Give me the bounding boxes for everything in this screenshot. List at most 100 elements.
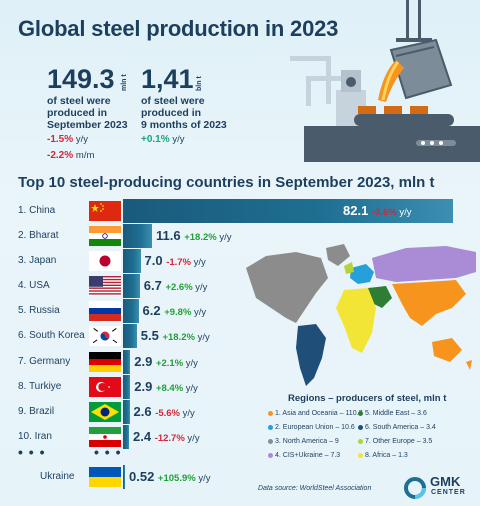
legend-dot-icon	[268, 452, 273, 458]
region-africa	[336, 288, 376, 353]
bar-value-label: 2.6 -5.6% y/y	[133, 404, 195, 419]
stat-ytd-desc: of steel were produced in 9 months of 20…	[141, 95, 227, 131]
stat-ytd: 1,41 bln t of steel were produced in 9 m…	[141, 66, 227, 146]
stat-ytd-unit: bln t	[196, 76, 203, 91]
legend-item: 5. Middle East – 3.6	[358, 410, 427, 417]
country-label: 7. Germany	[18, 356, 71, 367]
stat-monthly-yoy: -1.5% y/y	[47, 134, 89, 145]
bar-row: Ukraine 0.52 +105.9% y/y	[0, 465, 480, 489]
bar-row: 9. Brazil 2.6 -5.6% y/y	[0, 400, 480, 424]
page-title: Global steel production in 2023	[18, 16, 339, 41]
bar	[123, 199, 453, 223]
country-label: 2. Bharat	[18, 230, 59, 241]
flag-turkey-icon	[89, 377, 121, 397]
stat-monthly-desc: of steel were produced in September 2023	[47, 95, 128, 131]
legend-item: 6. South America – 3.4	[358, 424, 436, 431]
bar-row: 3. Japan 7.0 -1.7% y/y	[0, 249, 480, 273]
flag-brazil-icon	[89, 402, 121, 422]
bar-row: 10. Iran 2.4 -12.7% y/y	[0, 425, 480, 449]
legend-item: 3. North America – 9	[268, 438, 339, 445]
bar-value-label: 11.6 +18.2% y/y	[156, 228, 232, 243]
region-north-america	[246, 252, 328, 323]
data-source: Data source: WorldSteel Association	[258, 485, 372, 492]
bar	[123, 425, 129, 449]
stat-monthly: 149.3 mln t of steel were produced in Se…	[47, 66, 128, 162]
country-label: Ukraine	[40, 471, 75, 482]
legend-dot-icon	[358, 410, 363, 416]
flag-china-icon	[89, 201, 121, 221]
stat-ytd-yoy: +0.1% y/y	[141, 134, 185, 145]
legend-dot-icon	[358, 452, 363, 458]
world-map	[246, 244, 476, 386]
region-cis	[372, 246, 476, 282]
bar-value-label: 2.9 +8.4% y/y	[134, 379, 198, 394]
stat-monthly-value: 149.3	[47, 64, 115, 94]
bar-row: 6. South Korea 5.5 +18.2% y/y	[0, 324, 480, 348]
region-south-america	[296, 324, 326, 386]
bar	[123, 465, 125, 489]
bar-row: 1. China 82.1 -3.6% y/y	[0, 199, 480, 223]
flag-iran-icon	[89, 427, 121, 447]
bar-value-label: 0.52 +105.9% y/y	[129, 469, 211, 484]
region-other-europe	[344, 262, 354, 274]
flag-ukraine-icon	[89, 467, 121, 487]
flag-usa-icon	[89, 276, 121, 296]
stat-monthly-unit: mln t	[121, 74, 128, 91]
bar-row: 2. Bharat 11.6 +18.2% y/y	[0, 224, 480, 248]
legend-dot-icon	[268, 424, 273, 430]
legend-item: 2. European Union – 10.6	[268, 424, 355, 431]
ellipsis-left: • • •	[18, 444, 46, 460]
region-middle-east	[368, 286, 392, 308]
bar	[123, 324, 137, 348]
steel-plant-illustration	[290, 0, 480, 162]
bar-value-label: 7.0 -1.7% y/y	[144, 253, 206, 268]
legend-item: 8. Africa – 1.3	[358, 452, 408, 459]
country-label: 10. Iran	[18, 431, 52, 442]
country-label: 8. Turkiye	[18, 381, 62, 392]
flag-japan-icon	[89, 251, 121, 271]
country-label: 9. Brazil	[18, 406, 55, 417]
bar	[123, 375, 131, 399]
flag-india-icon	[89, 226, 121, 246]
country-label: 5. Russia	[18, 305, 60, 316]
legend-dot-icon	[268, 438, 273, 444]
ellipsis-right: • • •	[94, 444, 122, 460]
bar-row: 7. Germany 2.9 +2.1% y/y	[0, 350, 480, 374]
country-label: 1. China	[18, 205, 56, 216]
bar-value-label: 6.2 +9.8% y/y	[142, 303, 207, 318]
legend-dot-icon	[358, 424, 363, 430]
legend-dot-icon	[358, 438, 363, 444]
logo-line2: CENTER	[431, 489, 466, 496]
chart-title: Top 10 steel-producing countries in Sept…	[18, 174, 435, 191]
country-label: 4. USA	[18, 280, 50, 291]
bar	[123, 274, 140, 298]
legend-title: Regions – producers of steel, mln t	[288, 393, 447, 404]
legend-item: 4. CIS+Ukraine – 7.3	[268, 452, 340, 459]
bar-row: 8. Turkiye 2.9 +8.4% y/y	[0, 375, 480, 399]
bar-value-label: 5.5 +18.2% y/y	[140, 328, 210, 343]
bar	[123, 224, 152, 248]
gmk-logo: GMK CENTER	[404, 474, 478, 502]
country-label: 6. South Korea	[18, 330, 85, 341]
bar-value-label: 82.1 -3.6% y/y	[343, 203, 412, 218]
stat-monthly-mom: -2.2% m/m	[47, 150, 95, 161]
stat-ytd-value: 1,41	[141, 64, 194, 94]
flag-russia-icon	[89, 301, 121, 321]
region-asia	[392, 280, 466, 326]
bar	[123, 400, 130, 424]
bar-row: 4. USA 6.7 +2.6% y/y	[0, 274, 480, 298]
bar-value-label: 2.9 +2.1% y/y	[134, 354, 198, 369]
country-label: 3. Japan	[18, 255, 57, 266]
bar	[123, 299, 139, 323]
region-eu	[350, 264, 374, 284]
bar-value-label: 2.4 -12.7% y/y	[133, 429, 200, 444]
legend-item: 7. Other Europe – 3.5	[358, 438, 432, 445]
flag-germany-icon	[89, 352, 121, 372]
bar-value-label: 6.7 +2.6% y/y	[143, 278, 208, 293]
logo-line1: GMK	[430, 474, 461, 489]
flag-south-korea-icon	[89, 326, 121, 346]
bar	[123, 350, 131, 374]
bar	[123, 249, 141, 273]
logo-icon	[404, 477, 426, 499]
